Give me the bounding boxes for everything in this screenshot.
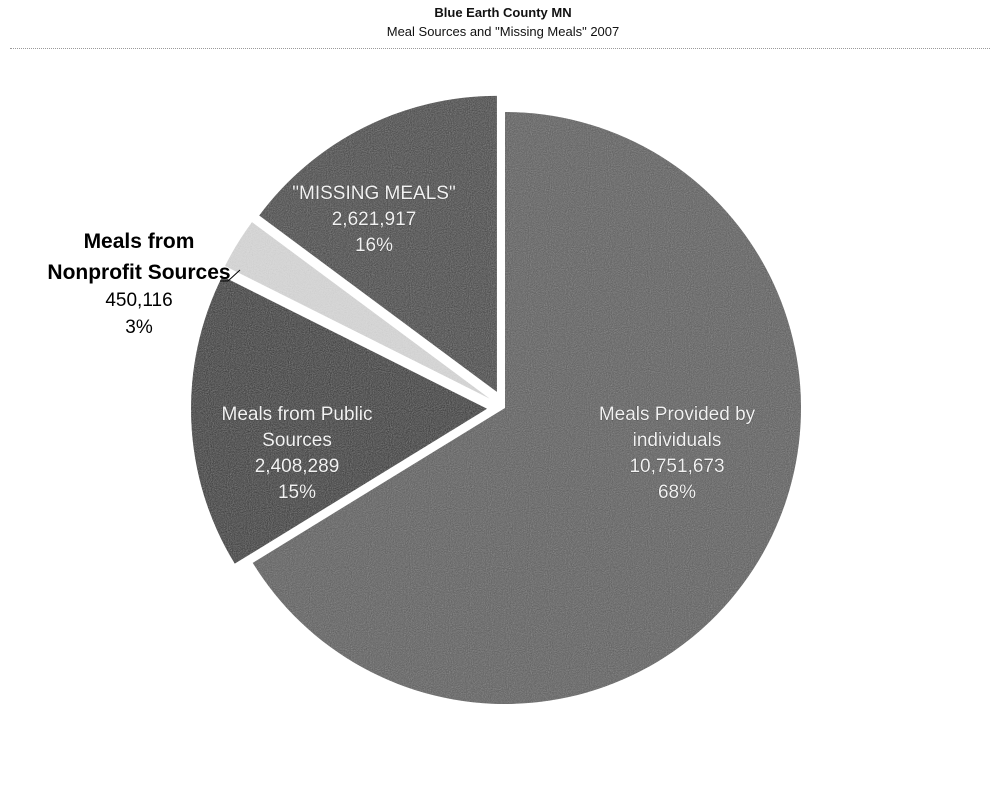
- pie-slice-meals-from-nonprofit-sources: [225, 222, 490, 399]
- slice-name-meals-from-public-sources-line-2: Sources: [262, 430, 332, 451]
- slice-name-meals-provided-by-individuals-line-1: Meals Provided by: [599, 404, 756, 425]
- slice-percent-meals-from-nonprofit-sources: 3%: [125, 317, 153, 338]
- slice-percent-missing-meals: 16%: [355, 235, 393, 256]
- leader-line-meals-from-nonprofit-sources: [220, 269, 241, 282]
- slice-label-missing-meals: "MISSING MEALS" 2,621,917 16%: [292, 183, 456, 257]
- slice-name-meals-provided-by-individuals-line-2: individuals: [633, 430, 722, 451]
- slice-label-meals-from-nonprofit-sources: Meals from Nonprofit Sources 450,116 3%: [47, 230, 241, 338]
- pie-slice-meals-from-public-sources: [259, 95, 497, 392]
- slice-name-meals-from-nonprofit-sources-line-1: Meals from: [84, 230, 195, 253]
- slice-name-missing-meals-line-1: "MISSING MEALS": [292, 183, 455, 204]
- chart-subtitle: Meal Sources and "Missing Meals" 2007: [386, 24, 620, 39]
- slice-value-missing-meals: 2,621,917: [332, 209, 417, 230]
- slice-value-meals-from-nonprofit-sources: 450,116: [105, 290, 172, 311]
- slice-label-meals-from-public-sources: Meals from Public Sources 2,408,289 15%: [221, 404, 373, 504]
- slice-value-meals-provided-by-individuals: 10,751,673: [629, 456, 724, 477]
- slice-value-meals-from-public-sources: 2,408,289: [255, 456, 340, 477]
- slice-percent-meals-from-public-sources: 15%: [278, 482, 316, 503]
- chart-title: Blue Earth County MN: [434, 5, 572, 20]
- divider: [10, 48, 990, 49]
- slice-name-meals-from-nonprofit-sources-line-2: Nonprofit Sources: [47, 261, 230, 284]
- slice-label-meals-provided-by-individuals: Meals Provided by individuals 10,751,673 68…: [599, 404, 756, 504]
- pie-slice-missing-meals: [191, 276, 488, 564]
- slice-name-meals-from-public-sources-line-1: Meals from Public: [222, 404, 373, 425]
- pie-slice-meals-provided-by-individuals: [252, 112, 801, 704]
- slice-percent-meals-provided-by-individuals: 68%: [658, 482, 696, 503]
